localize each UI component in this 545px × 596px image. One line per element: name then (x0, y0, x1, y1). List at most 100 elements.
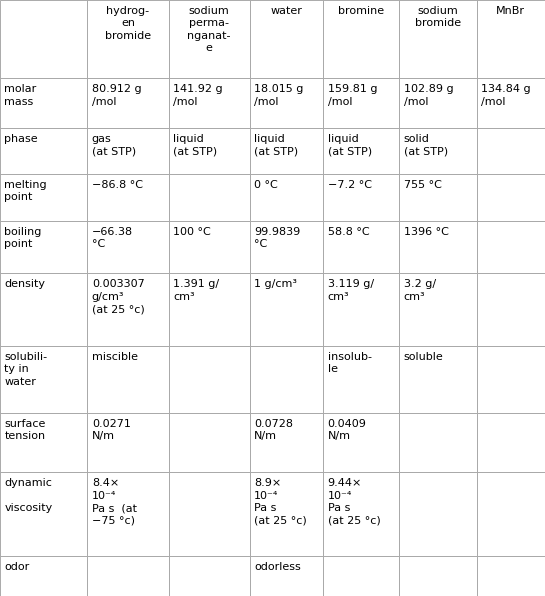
Bar (399, 473, 476, 556)
Bar (87, 221, 168, 274)
Bar (168, 0, 250, 79)
Text: 1396 °C: 1396 °C (404, 227, 449, 237)
Bar (323, 0, 399, 79)
Text: −66.38
°C: −66.38 °C (92, 227, 133, 249)
Bar (87, 346, 168, 413)
Bar (87, 274, 168, 346)
Bar (399, 274, 476, 346)
Text: 1 g/cm³: 1 g/cm³ (254, 280, 297, 289)
Bar (323, 413, 399, 473)
Text: 18.015 g
/mol: 18.015 g /mol (254, 85, 304, 107)
Bar (87, 173, 168, 221)
Bar (399, 346, 476, 413)
Text: solid
(at STP): solid (at STP) (404, 134, 448, 156)
Bar (87, 413, 168, 473)
Bar (0, 221, 87, 274)
Bar (476, 128, 545, 173)
Bar (476, 221, 545, 274)
Text: 3.119 g/
cm³: 3.119 g/ cm³ (328, 280, 374, 302)
Bar (476, 274, 545, 346)
Text: MnBr: MnBr (496, 6, 525, 16)
Bar (250, 79, 323, 128)
Text: hydrog-
en
bromide: hydrog- en bromide (105, 6, 151, 41)
Text: 102.89 g
/mol: 102.89 g /mol (404, 85, 453, 107)
Bar (168, 413, 250, 473)
Bar (323, 79, 399, 128)
Text: miscible: miscible (92, 352, 138, 362)
Bar (168, 221, 250, 274)
Bar (168, 173, 250, 221)
Bar (168, 79, 250, 128)
Bar (476, 473, 545, 556)
Bar (250, 473, 323, 556)
Text: 134.84 g
/mol: 134.84 g /mol (481, 85, 530, 107)
Text: bromine: bromine (338, 6, 384, 16)
Bar (399, 173, 476, 221)
Bar (399, 556, 476, 596)
Bar (87, 0, 168, 79)
Text: −86.8 °C: −86.8 °C (92, 179, 143, 190)
Text: 58.8 °C: 58.8 °C (328, 227, 369, 237)
Bar (399, 79, 476, 128)
Bar (0, 274, 87, 346)
Text: odor: odor (4, 562, 29, 572)
Bar (0, 128, 87, 173)
Text: gas
(at STP): gas (at STP) (92, 134, 136, 156)
Bar (250, 346, 323, 413)
Bar (250, 173, 323, 221)
Bar (168, 128, 250, 173)
Bar (323, 556, 399, 596)
Text: insolub-
le: insolub- le (328, 352, 372, 374)
Text: melting
point: melting point (4, 179, 47, 202)
Text: 141.92 g
/mol: 141.92 g /mol (173, 85, 222, 107)
Bar (323, 221, 399, 274)
Bar (0, 556, 87, 596)
Bar (0, 473, 87, 556)
Bar (87, 556, 168, 596)
Bar (476, 556, 545, 596)
Text: 0.0728
N/m: 0.0728 N/m (254, 419, 293, 441)
Bar (0, 173, 87, 221)
Text: 0.0409
N/m: 0.0409 N/m (328, 419, 366, 441)
Bar (168, 556, 250, 596)
Bar (476, 79, 545, 128)
Bar (250, 556, 323, 596)
Bar (168, 346, 250, 413)
Bar (476, 346, 545, 413)
Bar (323, 473, 399, 556)
Bar (168, 274, 250, 346)
Text: 3.2 g/
cm³: 3.2 g/ cm³ (404, 280, 436, 302)
Bar (323, 346, 399, 413)
Bar (399, 413, 476, 473)
Text: 159.81 g
/mol: 159.81 g /mol (328, 85, 377, 107)
Text: liquid
(at STP): liquid (at STP) (328, 134, 372, 156)
Bar (87, 473, 168, 556)
Bar (168, 473, 250, 556)
Bar (250, 0, 323, 79)
Text: solubili-
ty in
water: solubili- ty in water (4, 352, 47, 387)
Bar (87, 79, 168, 128)
Bar (323, 274, 399, 346)
Bar (0, 0, 87, 79)
Text: boiling
point: boiling point (4, 227, 42, 249)
Text: molar
mass: molar mass (4, 85, 37, 107)
Text: 100 °C: 100 °C (173, 227, 211, 237)
Text: 9.44×
10⁻⁴
Pa s
(at 25 °c): 9.44× 10⁻⁴ Pa s (at 25 °c) (328, 479, 380, 526)
Bar (0, 413, 87, 473)
Text: 8.4×
10⁻⁴
Pa s  (at
−75 °c): 8.4× 10⁻⁴ Pa s (at −75 °c) (92, 479, 137, 526)
Bar (250, 221, 323, 274)
Bar (476, 173, 545, 221)
Text: soluble: soluble (404, 352, 443, 362)
Bar (323, 128, 399, 173)
Text: odorless: odorless (254, 562, 301, 572)
Text: liquid
(at STP): liquid (at STP) (254, 134, 298, 156)
Bar (323, 173, 399, 221)
Text: 8.9×
10⁻⁴
Pa s
(at 25 °c): 8.9× 10⁻⁴ Pa s (at 25 °c) (254, 479, 307, 526)
Text: 99.9839
°C: 99.9839 °C (254, 227, 300, 249)
Text: surface
tension: surface tension (4, 419, 46, 441)
Text: dynamic

viscosity: dynamic viscosity (4, 479, 53, 513)
Bar (250, 274, 323, 346)
Text: 1.391 g/
cm³: 1.391 g/ cm³ (173, 280, 219, 302)
Text: 80.912 g
/mol: 80.912 g /mol (92, 85, 142, 107)
Text: phase: phase (4, 134, 38, 144)
